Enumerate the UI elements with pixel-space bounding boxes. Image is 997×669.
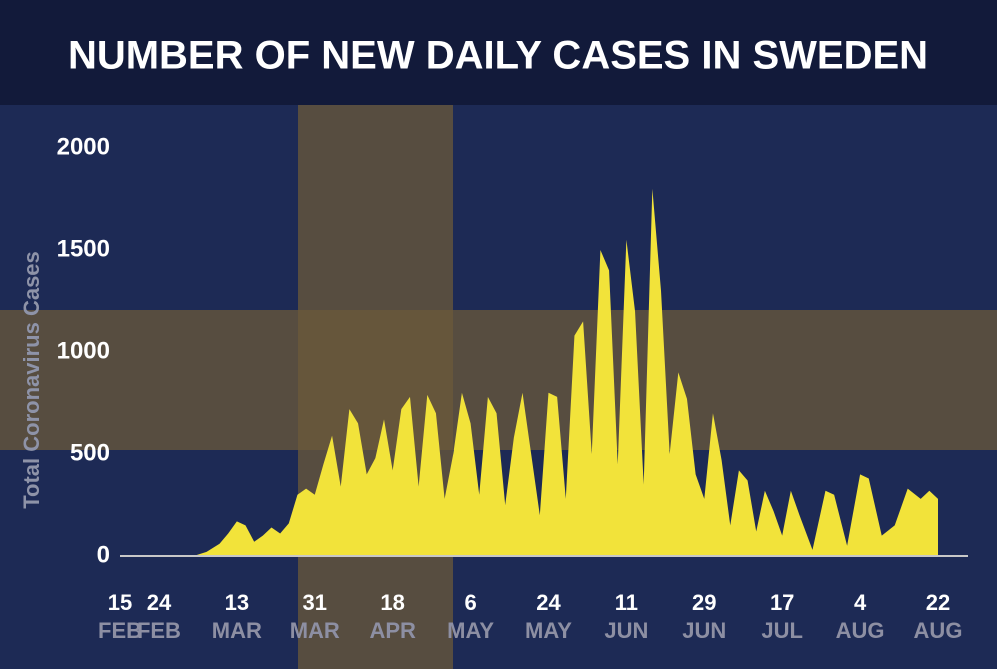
x-tick-day: 6 [464,590,476,615]
area [193,188,938,557]
x-tick-day: 17 [770,590,794,615]
x-tick-month: MAR [290,618,340,643]
x-tick-month: MAR [212,618,262,643]
x-tick-day: 11 [615,590,638,615]
x-tick-day: 15 [108,590,132,615]
x-tick-month: JUL [761,618,803,643]
x-tick-month: AUG [836,618,885,643]
x-tick-month: APR [369,618,416,643]
flag-cross-vertical [298,105,453,669]
x-tick-month: FEB [98,618,142,643]
flag-cross-horizontal [0,310,997,450]
y-tick-label: 1000 [57,337,110,364]
y-tick-label: 2000 [57,133,110,160]
x-tick-day: 18 [380,590,404,615]
x-tick-month: MAY [525,618,572,643]
y-tick-label: 500 [70,439,110,466]
x-tick-day: 13 [225,590,249,615]
x-tick-month: JUN [604,618,648,643]
x-tick-month: MAY [447,618,494,643]
x-tick-day: 4 [854,590,867,615]
x-tick-month: JUN [682,618,726,643]
y-tick-label: 1500 [57,235,110,262]
x-tick-month: FEB [137,618,181,643]
x-tick-day: 31 [303,590,327,615]
x-tick-day: 24 [147,590,172,615]
x-tick-day: 29 [692,590,716,615]
chart-title: NUMBER OF NEW DAILY CASES IN SWEDEN [68,34,928,78]
y-axis-label: Total Coronavirus Cases [19,251,44,509]
title-bar [0,0,997,105]
x-tick-day: 24 [536,590,561,615]
y-tick-label: 0 [97,541,110,568]
x-tick-month: AUG [914,618,963,643]
x-tick-day: 22 [926,590,950,615]
